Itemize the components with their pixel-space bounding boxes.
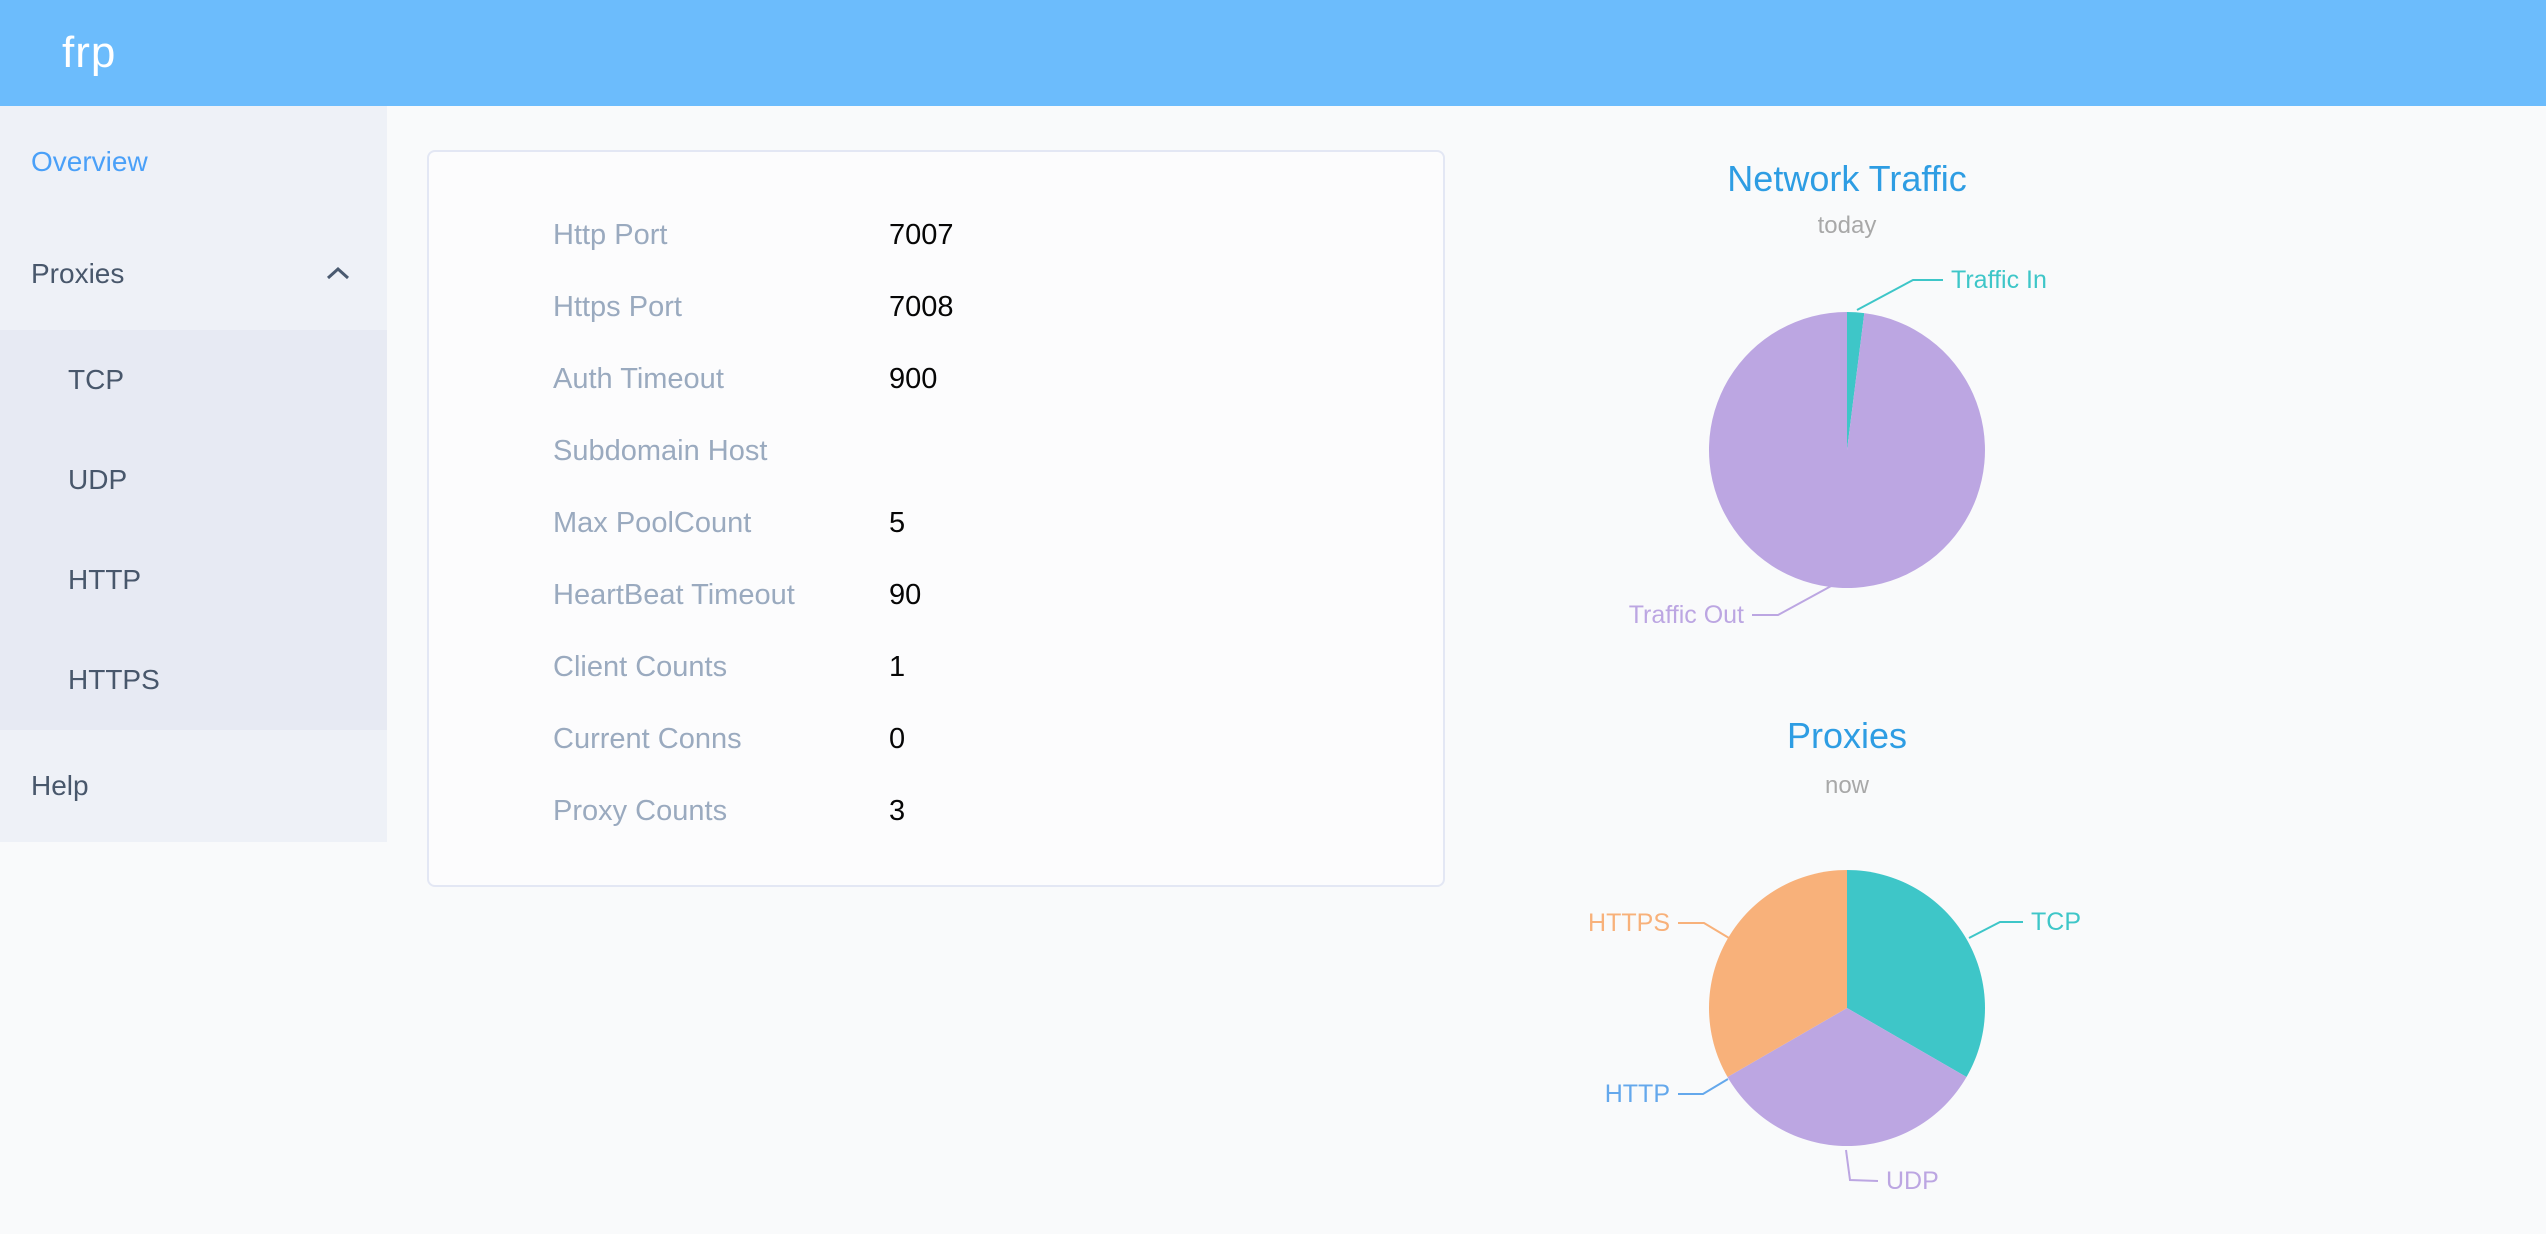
network-traffic-pie-chart: Traffic In Traffic Out — [1629, 266, 2047, 629]
info-value: 7007 — [889, 218, 954, 251]
leader-line-traffic-out — [1752, 584, 1834, 616]
info-row-http-port: Http Port 7007 — [553, 199, 1443, 271]
info-row-client-counts: Client Counts 1 — [553, 631, 1443, 703]
info-row-heartbeat-timeout: HeartBeat Timeout 90 — [553, 559, 1443, 631]
network-traffic-subtitle: today — [1817, 212, 1877, 239]
info-label: Proxy Counts — [553, 794, 728, 827]
info-label: Subdomain Host — [553, 434, 768, 467]
info-row-proxy-counts: Proxy Counts 3 — [553, 775, 1443, 847]
info-label: HeartBeat Timeout — [553, 578, 795, 611]
info-label: Max PoolCount — [553, 506, 752, 539]
leader-line-tcp — [1968, 921, 2023, 939]
pie-slices — [1708, 312, 1985, 588]
pie-label-udp: UDP — [1886, 1167, 1939, 1195]
leader-line-http — [1678, 1078, 1729, 1095]
leader-line-https — [1678, 922, 1730, 939]
info-value: 1 — [889, 650, 906, 683]
info-label: Auth Timeout — [553, 362, 724, 395]
leader-line-traffic-in — [1856, 279, 1943, 311]
info-value: 3 — [889, 794, 906, 827]
pie-label-tcp: TCP — [2031, 908, 2081, 936]
proxies-pie-chart: TCP HTTPS HTTP UDP — [1588, 870, 2081, 1195]
server-info-card: Http Port 7007 Https Port 7008 Auth Time… — [427, 150, 1445, 887]
info-row-subdomain-host: Subdomain Host — [553, 415, 1443, 487]
pie-label-http: HTTP — [1605, 1080, 1670, 1108]
proxies-submenu: TCP UDP HTTP HTTPS — [0, 330, 387, 730]
info-label: Http Port — [553, 218, 668, 251]
info-label: Current Conns — [553, 722, 742, 755]
sidebar-item-label: HTTP — [68, 564, 142, 595]
chevron-up-icon — [325, 265, 351, 283]
pie-slices — [1709, 870, 1985, 1146]
sidebar-item-overview[interactable]: Overview — [0, 106, 387, 218]
info-value: 900 — [889, 362, 938, 395]
leader-line-udp — [1845, 1149, 1879, 1182]
sidebar-item-label: TCP — [68, 364, 124, 395]
info-row-auth-timeout: Auth Timeout 900 — [553, 343, 1443, 415]
pie-slice-traffic-in — [1847, 312, 1865, 450]
pie-slice-tcp — [1847, 870, 1985, 1077]
info-value: 7008 — [889, 290, 954, 323]
sidebar-item-label: HTTPS — [68, 664, 160, 695]
sidebar-item-label: Overview — [31, 146, 148, 177]
sidebar-item-udp[interactable]: UDP — [0, 430, 387, 530]
info-row-current-conns: Current Conns 0 — [553, 703, 1443, 775]
sidebar-item-http[interactable]: HTTP — [0, 530, 387, 630]
network-traffic-title: Network Traffic — [1727, 158, 1967, 199]
pie-slice-traffic-out — [1708, 312, 1985, 588]
sidebar-item-label: UDP — [68, 464, 128, 495]
pie-label-traffic-out: Traffic Out — [1629, 601, 1744, 629]
sidebar: Overview Proxies TCP UDP HTTP HTTPS Help — [0, 106, 387, 842]
info-row-https-port: Https Port 7008 — [553, 271, 1443, 343]
sidebar-item-help[interactable]: Help — [0, 730, 387, 842]
pie-label-https: HTTPS — [1588, 909, 1670, 937]
sidebar-item-proxies[interactable]: Proxies — [0, 218, 387, 330]
proxies-chart-title: Proxies — [1786, 715, 1908, 756]
app-logo: frp — [62, 28, 117, 77]
info-row-max-poolcount: Max PoolCount 5 — [553, 487, 1443, 559]
info-value: 90 — [889, 578, 922, 611]
sidebar-item-tcp[interactable]: TCP — [0, 330, 387, 430]
sidebar-item-label: Help — [31, 770, 89, 801]
sidebar-item-https[interactable]: HTTPS — [0, 630, 387, 730]
info-label: Https Port — [553, 290, 682, 323]
pie-label-traffic-in: Traffic In — [1951, 266, 2047, 294]
info-label: Client Counts — [553, 650, 728, 683]
info-value: 5 — [889, 506, 906, 539]
info-value: 0 — [889, 722, 906, 755]
pie-slice-https — [1709, 870, 1847, 1077]
pie-slice-udp — [1727, 1008, 1967, 1146]
app-header: frp — [0, 0, 2546, 106]
sidebar-item-label: Proxies — [31, 258, 125, 289]
proxies-chart-subtitle: now — [1824, 772, 1870, 799]
